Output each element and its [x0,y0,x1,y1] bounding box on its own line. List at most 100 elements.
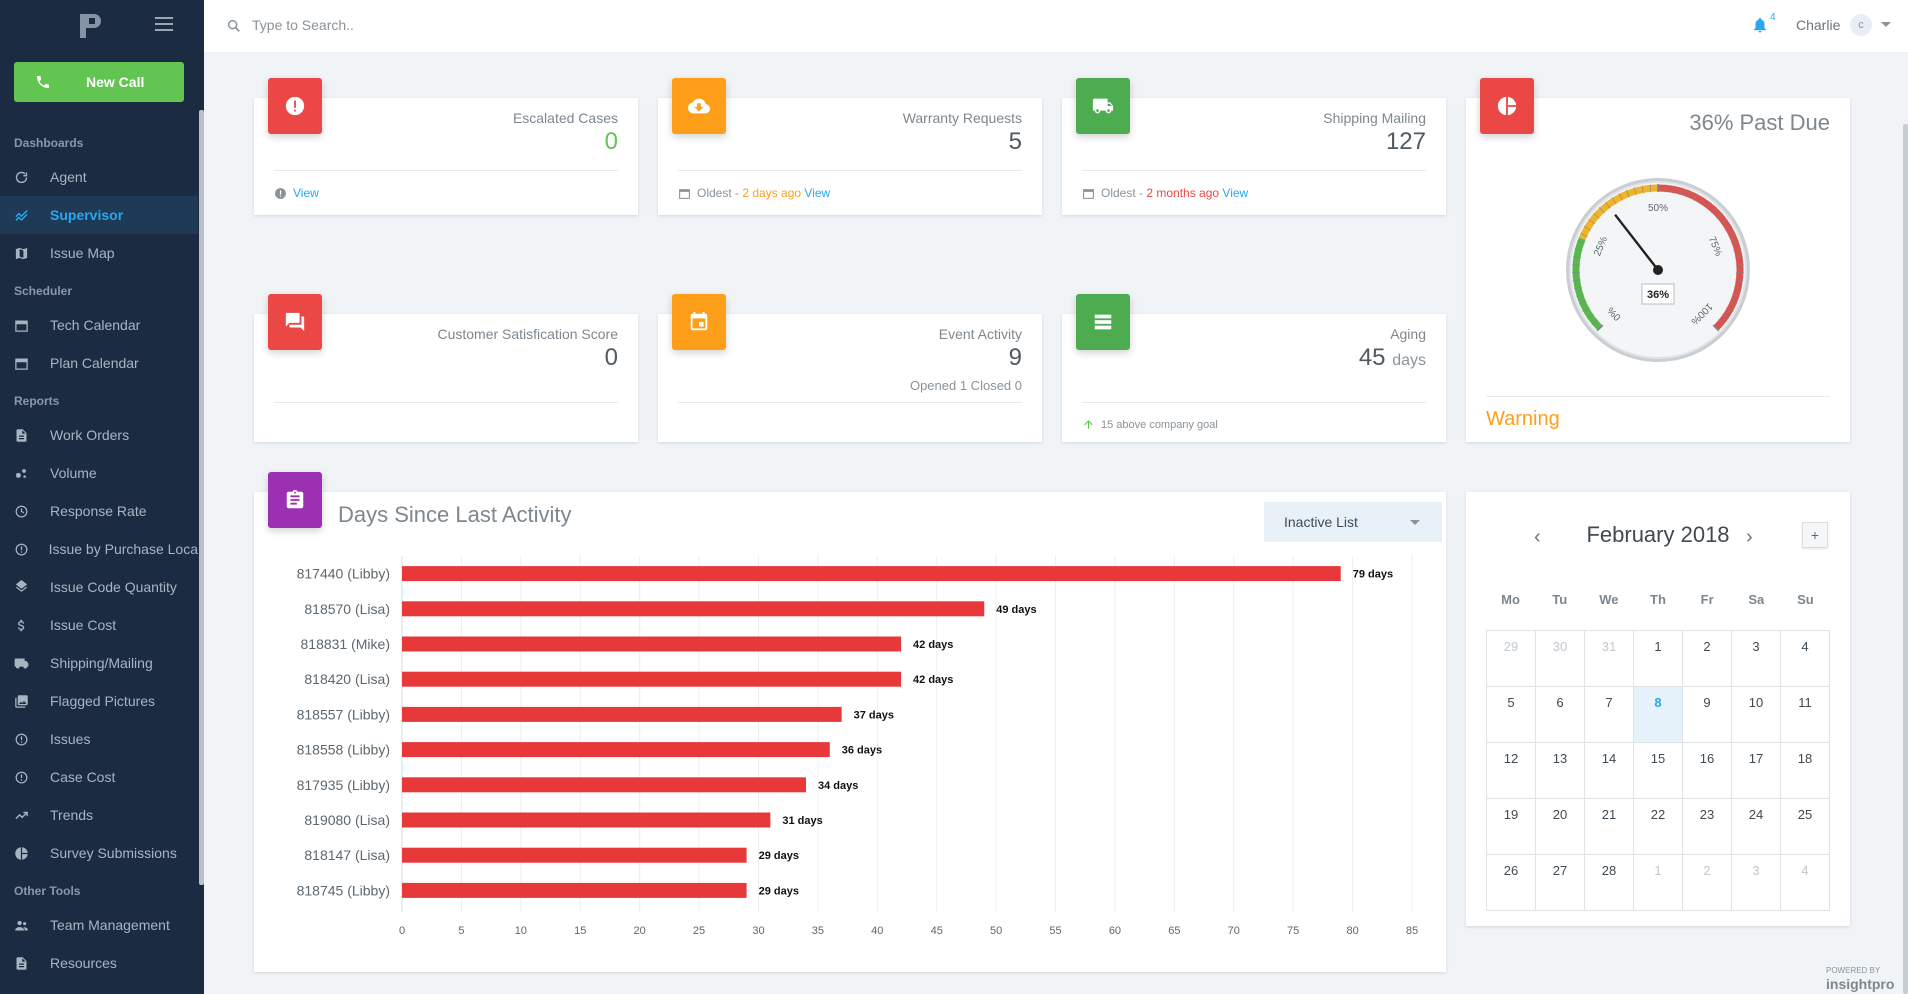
calendar-grid: 29 30 31 1 2 3 4 5 6 7 8 9 10 11 12 13 14 15 16 17 18 19 20 21 2… [1486,630,1830,911]
sidebar-item-agent[interactable]: Agent [0,158,198,196]
divider [274,402,618,403]
calendar-day[interactable]: 3 [1732,631,1781,687]
calendar-day[interactable]: 9 [1683,687,1732,743]
calendar-day[interactable]: 7 [1585,687,1634,743]
calendar-day[interactable]: 27 [1536,855,1585,911]
user-name[interactable]: Charlie [1796,17,1841,33]
calendar-day[interactable]: 3 [1732,855,1781,911]
truck-icon [1092,98,1114,114]
sidebar-item-flagged-pictures[interactable]: Flagged Pictures [0,682,198,720]
new-call-button[interactable]: New Call [14,62,184,102]
gauge-tick [1586,313,1594,319]
calendar-day[interactable]: 11 [1781,687,1830,743]
warranty-view-link[interactable]: View [804,186,831,200]
calendar-day[interactable]: 1 [1634,855,1683,911]
bar [402,636,902,652]
calendar-day[interactable]: 10 [1732,687,1781,743]
calendar-day[interactable]: 4 [1781,855,1830,911]
search-input[interactable] [252,12,552,38]
bar [402,812,771,828]
calendar-day[interactable]: 19 [1487,799,1536,855]
sidebar-item-survey-submissions[interactable]: Survey Submissions [0,834,198,872]
x-tick-label: 50 [990,925,1002,937]
logo-icon[interactable] [80,14,102,38]
sidebar-item-volume[interactable]: Volume [0,454,198,492]
calendar-day[interactable]: 25 [1781,799,1830,855]
calendar-day[interactable]: 24 [1732,799,1781,855]
calendar-day[interactable]: 18 [1781,743,1830,799]
x-tick-label: 65 [1168,925,1180,937]
sidebar-item-label: Issue Map [50,245,115,261]
shipping-view-link[interactable]: View [1222,186,1249,200]
category-label: 818147 (Lisa) [304,847,390,863]
gauge-tick [1731,240,1740,244]
sidebar-item-supervisor[interactable]: Supervisor [0,196,198,234]
topbar: 4 Charlie c [204,0,1908,52]
calendar-day[interactable]: 2 [1683,631,1732,687]
sidebar-scrollbar[interactable] [199,110,204,885]
calendar-day[interactable]: 31 [1585,631,1634,687]
sidebar-item-issue-code-quantity[interactable]: Issue Code Quantity [0,568,198,606]
sidebar-item-issues[interactable]: Issues [0,720,198,758]
calendar-day[interactable]: 23 [1683,799,1732,855]
sidebar-item-response-rate[interactable]: Response Rate [0,492,198,530]
warranty-requests-title: Warranty Requests [902,110,1022,126]
escalated-cases-view-link[interactable]: View [293,186,319,200]
past-due-card-icon [1480,78,1534,134]
calendar-day-today[interactable]: 8 [1634,687,1683,743]
sidebar-item-issue-cost[interactable]: Issue Cost [0,606,198,644]
sidebar-item-tech-calendar[interactable]: Tech Calendar [0,306,198,344]
calendar-day[interactable]: 6 [1536,687,1585,743]
calendar-day[interactable]: 13 [1536,743,1585,799]
calendar-day[interactable]: 1 [1634,631,1683,687]
gauge-tick [1574,286,1582,290]
notification-bell-icon[interactable] [1751,16,1769,34]
gauge-tick [1711,207,1718,214]
user-menu-chevron-down-icon[interactable] [1881,22,1891,27]
sidebar-item-label: Agent [50,169,87,185]
calendar-prev-button[interactable]: ‹ [1534,526,1541,548]
calendar-day[interactable]: 5 [1487,687,1536,743]
powered-by-label: POWERED BY [1826,966,1881,975]
bar [402,742,830,758]
main-scrollbar[interactable] [1903,124,1908,994]
inactive-list-dropdown[interactable]: Inactive List [1264,502,1442,542]
sidebar-item-shipping-mailing[interactable]: Shipping/Mailing [0,644,198,682]
sidebar-section-title: Reports [14,394,60,408]
sidebar-item-case-cost[interactable]: Case Cost [0,758,198,796]
gauge-tick [1722,313,1730,319]
days-since-activity-card: Days Since Last Activity Inactive List 0… [254,472,1446,972]
calendar-day[interactable]: 14 [1585,743,1634,799]
sidebar-item-issue-by-purchase-loca[interactable]: Issue by Purchase Loca [0,530,198,568]
sidebar-item-trends[interactable]: Trends [0,796,198,834]
sidebar-header [0,0,204,52]
x-tick-label: 70 [1228,925,1240,937]
calendar-day[interactable]: 20 [1536,799,1585,855]
calendar-day[interactable]: 22 [1634,799,1683,855]
calendar-day[interactable]: 30 [1536,631,1585,687]
calendar-day[interactable]: 21 [1585,799,1634,855]
gauge-tick [1724,225,1733,231]
sidebar-item-resources[interactable]: Resources [0,944,198,982]
calendar-add-button[interactable]: + [1802,522,1828,548]
gauge-tick [1734,286,1742,290]
calendar-day[interactable]: 12 [1487,743,1536,799]
calendar-day[interactable]: 17 [1732,743,1781,799]
calendar-day[interactable]: 29 [1487,631,1536,687]
calendar-day[interactable]: 26 [1487,855,1536,911]
calendar-day[interactable]: 2 [1683,855,1732,911]
calendar-next-button[interactable]: › [1746,526,1753,548]
sidebar-item-plan-calendar[interactable]: Plan Calendar [0,344,198,382]
sidebar-item-work-orders[interactable]: Work Orders [0,416,198,454]
calendar-day[interactable]: 15 [1634,743,1683,799]
calendar-day[interactable]: 28 [1585,855,1634,911]
sidebar-item-issue-map[interactable]: Issue Map [0,234,198,272]
menu-toggle-icon[interactable] [155,17,173,31]
avatar[interactable]: c [1850,14,1872,36]
calendar-day[interactable]: 16 [1683,743,1732,799]
calendar-day[interactable]: 4 [1781,631,1830,687]
divider [1486,396,1830,397]
gauge-tick [1679,187,1683,196]
sidebar-section-title: Other Tools [14,884,81,898]
sidebar-item-team-management[interactable]: Team Management [0,906,198,944]
